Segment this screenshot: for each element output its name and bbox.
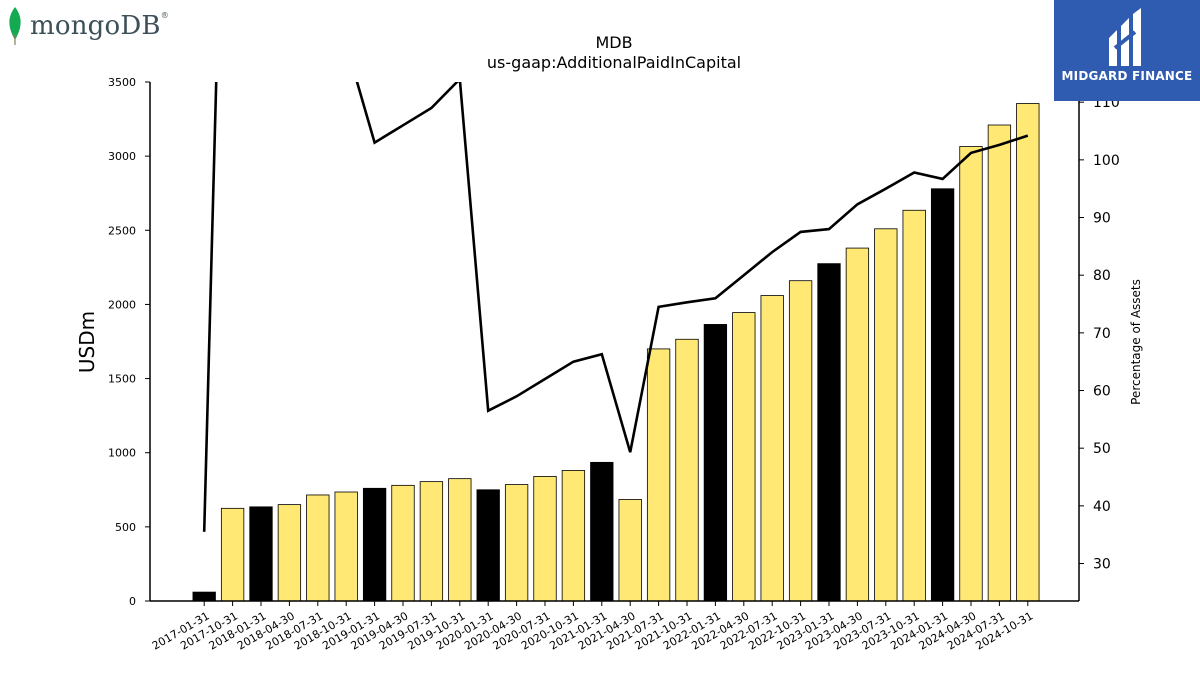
y-tick-label: 2000	[108, 298, 136, 311]
y-tick-label: 1000	[108, 447, 136, 460]
y2-tick-label: 50	[1093, 441, 1111, 457]
bar	[959, 146, 983, 602]
bar	[732, 312, 756, 602]
bar	[987, 124, 1012, 602]
bar	[561, 470, 586, 602]
bar	[590, 461, 614, 602]
bar	[930, 188, 955, 602]
midgard-mark-icon	[1109, 8, 1141, 66]
chart-title: MDB	[595, 33, 632, 52]
bar	[533, 476, 557, 602]
y2-tick-label: 90	[1093, 211, 1111, 227]
bar	[192, 591, 216, 602]
y-tick-label: 0	[129, 595, 136, 608]
registered-mark: ®	[160, 11, 169, 20]
y2-axis-label: Percentage of Assets	[1129, 279, 1143, 405]
y-tick-label: 2500	[108, 224, 136, 237]
bar	[675, 338, 699, 602]
y-axis-label: USDm	[75, 311, 99, 373]
y2-tick-label: 70	[1093, 326, 1111, 342]
bar	[220, 507, 245, 602]
leaf-icon	[9, 7, 21, 45]
bar	[874, 228, 898, 602]
bar	[902, 209, 926, 602]
bar	[277, 504, 302, 602]
chart-subtitle: us-gaap:AdditionalPaidInCapital	[487, 53, 741, 72]
bar	[845, 247, 870, 602]
midgard-finance-logo: MIDGARD FINANCE	[1054, 0, 1200, 101]
mongodb-logo: mongoDB®	[6, 6, 169, 46]
bar	[760, 295, 784, 602]
bar	[1016, 103, 1040, 602]
bar	[504, 484, 529, 602]
midgard-finance-text: MIDGARD FINANCE	[1061, 69, 1193, 83]
y2-tick-label: 100	[1093, 153, 1120, 169]
bar	[249, 506, 273, 602]
y-tick-label: 1500	[108, 373, 136, 386]
bar	[476, 489, 500, 602]
bar	[391, 484, 415, 602]
y-tick-label: 3500	[108, 76, 136, 89]
bar	[817, 263, 841, 602]
bar	[334, 491, 358, 602]
y-tick-label: 500	[115, 521, 136, 534]
bar	[448, 478, 472, 602]
y2-tick-label: 30	[1093, 557, 1111, 573]
y2-tick-label: 60	[1093, 384, 1111, 400]
percentage-line	[202, 82, 1029, 532]
bar	[362, 487, 387, 602]
bar	[788, 280, 813, 602]
bar	[419, 481, 444, 602]
bar	[703, 324, 728, 602]
bar	[306, 494, 330, 602]
bar	[646, 348, 671, 602]
y2-tick-label: 40	[1093, 499, 1111, 515]
y2-tick-label: 80	[1093, 268, 1111, 284]
mongodb-logo-text: mongoDB	[30, 11, 161, 41]
y-tick-label: 3000	[108, 150, 136, 163]
bar	[618, 499, 642, 602]
